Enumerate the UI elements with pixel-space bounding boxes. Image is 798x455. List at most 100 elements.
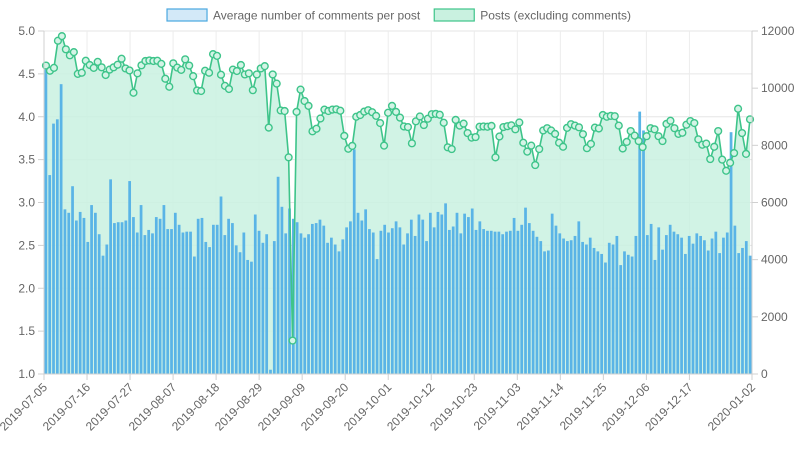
bar: [409, 219, 413, 374]
bar: [44, 69, 48, 375]
bar: [546, 250, 550, 374]
bar: [737, 253, 741, 374]
legend-swatch: [433, 8, 475, 22]
bar: [59, 84, 63, 374]
legend-label: Average number of comments per post: [213, 9, 421, 23]
posts-point: [515, 118, 524, 127]
bar: [307, 234, 310, 374]
bar: [615, 235, 619, 374]
bar: [554, 225, 558, 374]
bar: [444, 203, 447, 374]
bar: [729, 132, 733, 374]
legend[interactable]: Average number of comments per post Posts…: [166, 8, 631, 23]
posts-point: [415, 112, 424, 121]
bar: [527, 223, 531, 374]
bar: [623, 251, 626, 374]
posts-point: [471, 132, 480, 142]
bar: [185, 231, 189, 374]
bar: [558, 233, 562, 374]
bar: [341, 239, 345, 374]
bar: [261, 242, 265, 374]
bar: [676, 234, 680, 374]
posts-point: [551, 129, 560, 139]
bar: [497, 231, 501, 374]
bar: [48, 175, 52, 374]
y-right-tick-label: 6000: [761, 196, 788, 210]
bar: [242, 232, 246, 374]
bar: [333, 244, 337, 374]
bar: [455, 212, 459, 374]
bar: [531, 230, 535, 374]
bar: [67, 212, 71, 374]
bar: [585, 244, 588, 374]
posts-point: [737, 128, 747, 138]
posts-point: [129, 88, 138, 97]
posts-point: [395, 113, 405, 122]
bar: [748, 255, 752, 374]
bar: [478, 221, 482, 374]
bar: [604, 262, 607, 374]
bar: [607, 242, 611, 374]
bar: [250, 261, 253, 374]
posts-point: [535, 144, 544, 154]
bar: [657, 227, 661, 374]
bar: [166, 229, 170, 374]
posts-point: [733, 104, 743, 113]
posts-point: [216, 70, 226, 79]
bar: [356, 212, 360, 374]
bar: [322, 225, 326, 374]
posts-point: [248, 86, 257, 95]
bar: [360, 220, 364, 374]
bar: [303, 237, 307, 374]
bar: [550, 213, 554, 374]
bar: [703, 240, 706, 374]
posts-point: [407, 139, 417, 148]
bar: [189, 231, 192, 374]
bar: [124, 220, 128, 374]
bar: [436, 211, 440, 374]
bar: [314, 223, 318, 374]
posts-point: [272, 79, 281, 88]
bar: [687, 235, 691, 374]
posts-point: [702, 139, 711, 148]
y-left-tick-label: 5.0: [18, 24, 35, 38]
posts-point: [435, 110, 444, 119]
posts-point: [161, 74, 170, 83]
posts-point: [57, 32, 66, 41]
y-left-tick-label: 1.0: [18, 367, 35, 381]
posts-point: [292, 107, 301, 116]
bar: [668, 224, 672, 374]
bar: [524, 207, 527, 374]
bar: [562, 238, 565, 374]
bar: [280, 206, 284, 374]
bar: [55, 119, 59, 374]
posts-point: [741, 149, 751, 159]
posts-point: [177, 65, 186, 74]
bar: [368, 229, 371, 374]
bar: [330, 237, 333, 374]
bar: [116, 222, 120, 374]
bar: [467, 217, 470, 374]
bar: [276, 176, 280, 374]
bar: [741, 247, 744, 374]
bar: [246, 259, 250, 374]
posts-point: [730, 148, 739, 158]
bar: [425, 241, 428, 374]
bar: [337, 251, 341, 374]
posts-point: [391, 107, 401, 116]
bar: [74, 220, 78, 374]
posts-point: [726, 158, 735, 167]
posts-point: [670, 124, 679, 133]
posts-point: [89, 63, 98, 72]
bar: [394, 221, 398, 374]
bar: [718, 253, 722, 374]
bar: [421, 219, 425, 374]
posts-point: [189, 72, 198, 81]
posts-point: [558, 142, 568, 151]
bar: [162, 205, 166, 374]
bar: [486, 230, 489, 374]
bar: [375, 259, 379, 374]
posts-point: [459, 119, 468, 128]
bar: [231, 223, 234, 374]
